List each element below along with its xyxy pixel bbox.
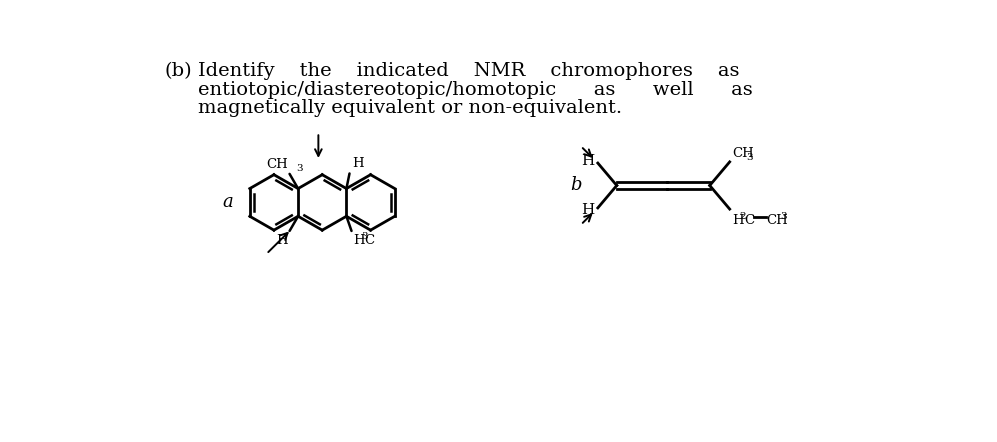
- Text: 3: 3: [361, 232, 368, 241]
- Text: 2: 2: [740, 212, 747, 221]
- Text: entiotopic/diastereotopic/homotopic      as      well      as: entiotopic/diastereotopic/homotopic as w…: [198, 81, 753, 99]
- Text: H: H: [353, 234, 365, 247]
- Text: H: H: [732, 213, 744, 227]
- Text: a: a: [222, 194, 233, 211]
- Text: C: C: [365, 234, 375, 247]
- Text: Identify    the    indicated    NMR    chromophores    as: Identify the indicated NMR chromophores …: [198, 62, 740, 80]
- Text: 3: 3: [746, 153, 753, 162]
- Text: 3: 3: [296, 164, 302, 173]
- Text: CH: CH: [766, 213, 788, 227]
- Text: C: C: [745, 213, 755, 227]
- Text: H: H: [580, 154, 594, 168]
- Text: H: H: [276, 234, 288, 247]
- Text: b: b: [570, 176, 582, 194]
- Text: 3: 3: [780, 212, 787, 221]
- Text: CH: CH: [732, 147, 754, 160]
- Text: H: H: [353, 157, 364, 170]
- Text: H: H: [580, 203, 594, 217]
- Text: magnetically equivalent or non-equivalent.: magnetically equivalent or non-equivalen…: [198, 99, 622, 117]
- Text: CH: CH: [266, 158, 288, 171]
- Text: (b): (b): [165, 62, 192, 80]
